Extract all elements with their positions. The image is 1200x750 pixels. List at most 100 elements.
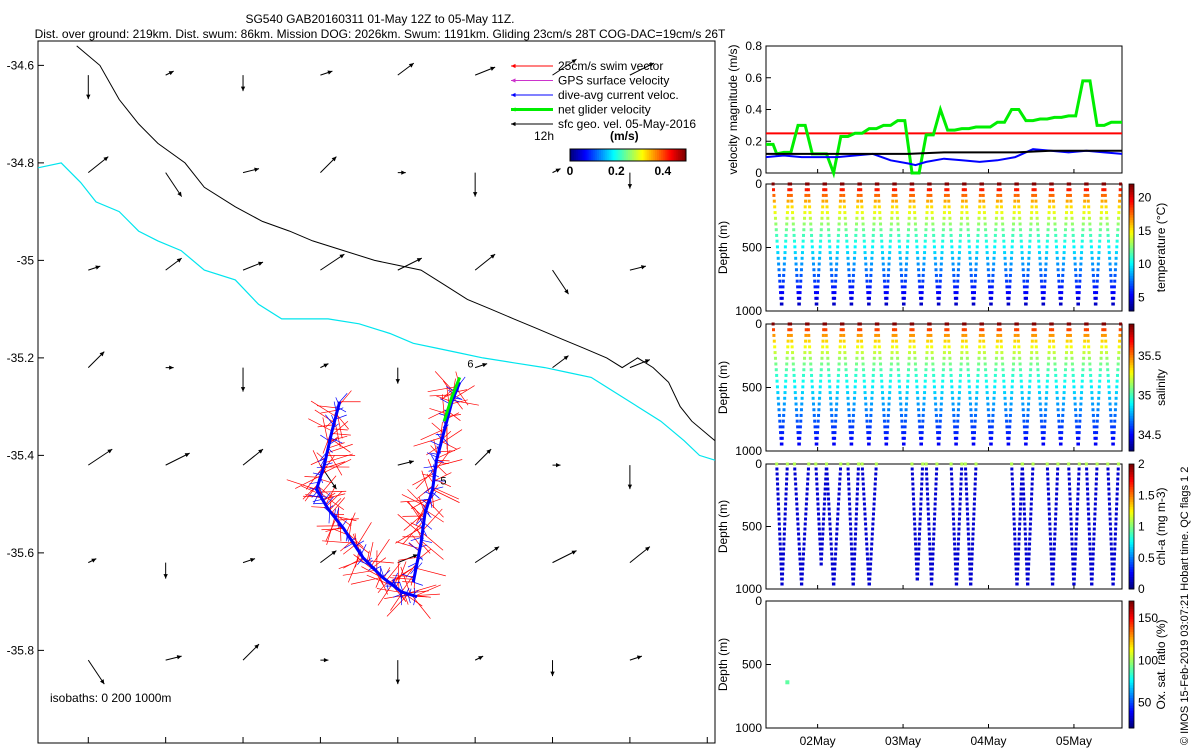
- swim-vector: [355, 551, 360, 568]
- profile-point: [1083, 193, 1087, 197]
- profile-point: [804, 199, 808, 203]
- chla-point: [872, 502, 876, 506]
- chla-point: [950, 482, 954, 486]
- profile-point: [1093, 431, 1097, 435]
- profile-point: [898, 251, 902, 255]
- chla-point: [798, 557, 802, 561]
- colorbar-cell: [1129, 656, 1134, 660]
- profile-point: [1109, 279, 1113, 283]
- chla-point: [917, 532, 921, 536]
- profile-point: [1051, 199, 1055, 203]
- profile-point: [993, 239, 997, 243]
- profile-point: [1037, 379, 1041, 383]
- sfc-geostrophic-vector-head: [254, 644, 260, 649]
- profile-point: [1065, 345, 1069, 349]
- chla-point: [1109, 542, 1113, 546]
- profile-point: [782, 273, 786, 277]
- profile-point: [827, 228, 831, 232]
- chla-point: [1113, 537, 1117, 541]
- profile-point: [1026, 273, 1030, 277]
- colorbar-cell: [1129, 634, 1134, 638]
- profile-point: [1020, 251, 1024, 255]
- profile-point: [940, 391, 944, 395]
- chla-point: [910, 462, 914, 466]
- profile-point: [1010, 239, 1014, 243]
- profile-point: [905, 251, 909, 255]
- profile-point: [968, 396, 972, 400]
- profile-point: [861, 228, 865, 232]
- profile-point: [1063, 228, 1067, 232]
- sfc-geostrophic-vector-head: [412, 554, 418, 559]
- chla-point: [964, 477, 968, 481]
- chla-point: [1114, 527, 1118, 531]
- colorbar-cell: [1129, 298, 1134, 302]
- chla-point: [1021, 482, 1025, 486]
- chla-point: [920, 482, 924, 486]
- chla-point: [966, 522, 970, 526]
- profile-point: [1099, 351, 1103, 355]
- profile-point: [1007, 296, 1011, 300]
- chla-point: [970, 557, 974, 561]
- profile-point: [1020, 396, 1024, 400]
- chla-point: [1107, 502, 1111, 506]
- colorbar-cell: [1129, 725, 1134, 729]
- profile-point: [900, 279, 904, 283]
- profile-point: [861, 362, 865, 366]
- profile-point: [951, 268, 955, 272]
- chla-point: [1049, 552, 1053, 556]
- chla-point: [1115, 502, 1119, 506]
- sfc-geostrophic-vector-head: [99, 679, 105, 685]
- profile-point: [935, 425, 939, 429]
- chla-point: [1091, 567, 1095, 571]
- profile-point: [798, 436, 802, 440]
- profile-point: [863, 396, 867, 400]
- swim-vector: [412, 472, 435, 486]
- colorbar-cell: [1129, 308, 1134, 312]
- profile-point: [804, 193, 808, 197]
- profile-point: [961, 333, 965, 337]
- chla-point: [781, 562, 785, 566]
- colorbar-cell: [1129, 341, 1134, 345]
- profile-point: [794, 396, 798, 400]
- chla-point: [916, 567, 920, 571]
- profile-point: [1052, 205, 1056, 209]
- profile-point: [806, 188, 810, 192]
- dive-avg-current-vector: [313, 502, 325, 505]
- chla-point: [1019, 502, 1023, 506]
- profile-point: [921, 273, 925, 277]
- time-tick-label: 05May: [1056, 734, 1092, 748]
- chla-point: [775, 477, 779, 481]
- colorbar-cell: [1129, 272, 1134, 276]
- colorbar-cell: [1129, 280, 1134, 284]
- colorbar-cell: [1129, 639, 1134, 643]
- profile-point: [829, 268, 833, 272]
- chla-point: [1027, 562, 1031, 566]
- chla-point: [931, 547, 935, 551]
- profile-point: [968, 391, 972, 395]
- chla-point: [911, 477, 915, 481]
- swim-vector: [440, 429, 463, 444]
- colorbar-cell: [1129, 571, 1134, 575]
- profile-point: [796, 285, 800, 289]
- colorbar-cell: [1129, 697, 1134, 701]
- profile-point: [1065, 205, 1069, 209]
- legend-label: GPS surface velocity: [558, 74, 669, 88]
- profile-point: [802, 362, 806, 366]
- profile-point: [1016, 193, 1020, 197]
- chla-point: [916, 572, 920, 576]
- colorbar-tick-label: 1: [1138, 520, 1145, 534]
- profile-point: [818, 256, 822, 260]
- profile-point: [891, 339, 895, 343]
- profile-point: [810, 379, 814, 383]
- colorbar-cell: [1129, 664, 1134, 668]
- legend-colorbar-cell: [597, 149, 600, 161]
- chla-point: [1017, 542, 1021, 546]
- chla-point: [1114, 517, 1118, 521]
- profile-point: [932, 373, 936, 377]
- chla-point: [839, 462, 843, 466]
- chla-point: [795, 502, 799, 506]
- chla-point: [925, 472, 929, 476]
- chla-point: [1113, 547, 1117, 551]
- profile-point: [872, 216, 876, 220]
- profile-point: [1068, 188, 1072, 192]
